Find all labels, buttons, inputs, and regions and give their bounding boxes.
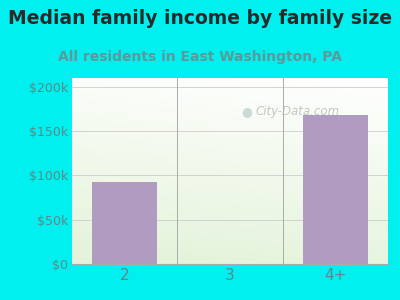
Text: ●: ●: [241, 105, 252, 118]
Bar: [303, 115, 368, 264]
Text: City-Data.com: City-Data.com: [255, 105, 340, 118]
Text: All residents in East Washington, PA: All residents in East Washington, PA: [58, 50, 342, 64]
Text: Median family income by family size: Median family income by family size: [8, 9, 392, 28]
Bar: [92, 182, 157, 264]
